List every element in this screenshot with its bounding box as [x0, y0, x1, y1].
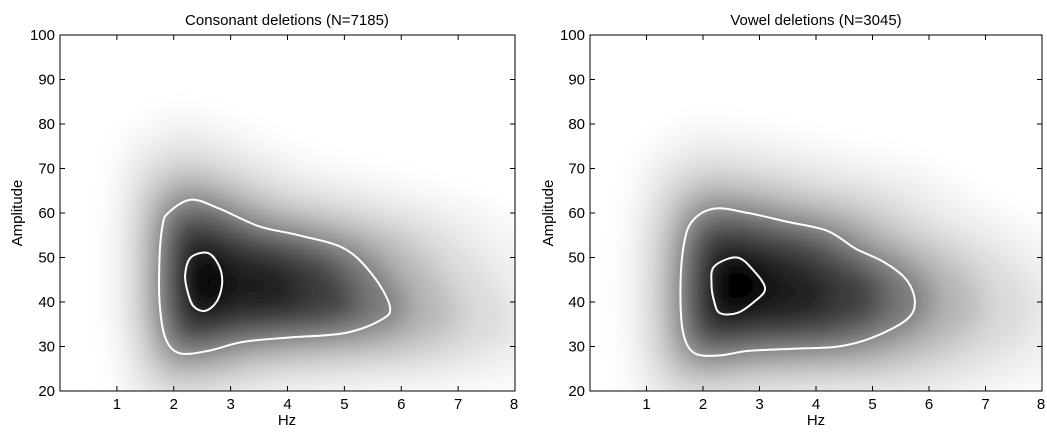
y-tick-label: 60 [38, 205, 55, 222]
x-axis-label: Hz [807, 412, 825, 429]
x-tick-label: 1 [113, 396, 121, 413]
y-tick-label: 40 [38, 294, 55, 311]
y-tick-label: 90 [568, 72, 585, 89]
consonant-deletions-panel: Consonant deletions (N=7185) 1 2 3 4 5 6 7 8 20… [9, 12, 518, 429]
y-tick-label: 100 [560, 27, 585, 44]
contour-outer [679, 207, 916, 357]
chart-title: Consonant deletions (N=7185) [185, 12, 389, 29]
x-tick-label: 2 [699, 396, 707, 413]
y-axis-label: Amplitude [540, 180, 557, 247]
y-tick-label: 20 [38, 383, 55, 400]
y-tick-label: 30 [568, 339, 585, 356]
x-axis-ticks: 1 2 3 4 5 6 7 8 [113, 35, 518, 413]
y-tick-label: 30 [38, 339, 55, 356]
density-level [704, 248, 775, 321]
y-tick-label: 50 [38, 250, 55, 267]
x-tick-label: 3 [226, 396, 234, 413]
vowel-deletions-panel: Vowel deletions (N=3045) 1 2 3 4 5 6 7 8 20 30 40… [540, 12, 1045, 429]
density-layers [111, 110, 515, 391]
y-axis-label: Amplitude [9, 180, 26, 247]
contour-inner [710, 256, 767, 316]
x-tick-label: 5 [340, 396, 348, 413]
x-tick-label: 8 [1037, 396, 1045, 413]
contour-inner [184, 251, 224, 313]
density-layers [624, 124, 1042, 391]
x-tick-label: 2 [170, 396, 178, 413]
x-tick-label: 5 [868, 396, 876, 413]
y-tick-label: 80 [38, 116, 55, 133]
y-tick-label: 90 [38, 72, 55, 89]
y-tick-label: 20 [568, 383, 585, 400]
x-axis-ticks: 1 2 3 4 5 6 7 8 [642, 35, 1045, 413]
contour-lines [679, 207, 916, 357]
density-field [624, 124, 1042, 391]
chart-title: Vowel deletions (N=3045) [730, 12, 901, 29]
y-tick-label: 100 [30, 27, 55, 44]
y-axis-ticks: 20 30 40 50 60 70 80 90 100 [30, 27, 515, 400]
y-tick-label: 70 [568, 161, 585, 178]
density-field [111, 110, 515, 391]
y-tick-label: 80 [568, 116, 585, 133]
x-tick-label: 3 [755, 396, 763, 413]
y-tick-label: 60 [568, 205, 585, 222]
x-tick-label: 1 [642, 396, 650, 413]
x-tick-label: 8 [510, 396, 518, 413]
y-tick-label: 50 [568, 250, 585, 267]
x-tick-label: 6 [397, 396, 405, 413]
x-tick-label: 7 [454, 396, 462, 413]
x-axis-label: Hz [278, 412, 296, 429]
x-tick-label: 4 [283, 396, 291, 413]
y-axis-ticks: 20 30 40 50 60 70 80 90 100 [560, 27, 1042, 400]
y-tick-label: 40 [568, 294, 585, 311]
contour-lines [157, 198, 392, 356]
contour-outer [157, 198, 392, 356]
x-tick-label: 4 [812, 396, 820, 413]
y-tick-label: 70 [38, 161, 55, 178]
x-tick-label: 7 [981, 396, 989, 413]
x-tick-label: 6 [925, 396, 933, 413]
